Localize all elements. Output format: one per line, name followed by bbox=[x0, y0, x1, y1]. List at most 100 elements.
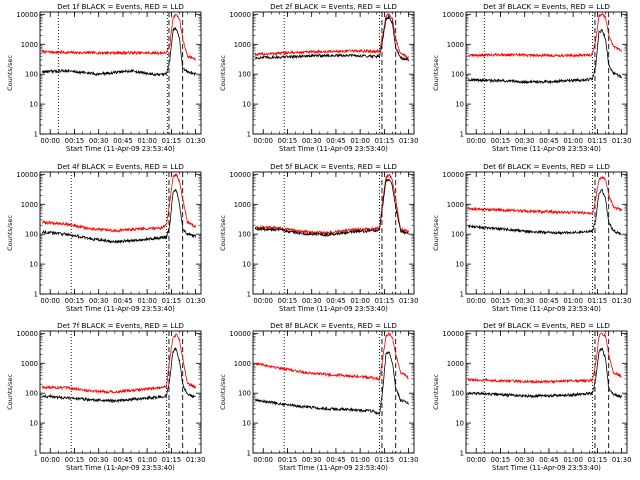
y-axis-label: Counts/sec bbox=[432, 215, 440, 251]
x-tick-label: 01:00 bbox=[563, 137, 583, 145]
y-tick-label: 10000 bbox=[442, 330, 464, 338]
x-tick-label: 00:00 bbox=[253, 297, 273, 305]
x-tick-label: 01:30 bbox=[612, 297, 632, 305]
events-series-line bbox=[467, 347, 622, 399]
y-tick-label: 1 bbox=[460, 291, 464, 299]
lld-series-line bbox=[42, 173, 196, 233]
y-tick-label: 10000 bbox=[16, 171, 38, 179]
y-tick-label: 1000 bbox=[234, 360, 251, 368]
y-axis-label: Counts/sec bbox=[6, 55, 14, 91]
plot-frame bbox=[465, 11, 628, 135]
events-series-line bbox=[41, 26, 196, 77]
x-tick-label: 01:30 bbox=[186, 456, 206, 464]
x-axis-label: Start Time (11-Apr-09 23:53:40) bbox=[279, 145, 388, 153]
x-tick-label: 00:30 bbox=[89, 137, 109, 145]
y-tick-label: 10 bbox=[29, 101, 38, 109]
y-tick-label: 10 bbox=[455, 101, 464, 109]
events-series-line bbox=[254, 351, 409, 416]
y-tick-label: 100 bbox=[238, 390, 251, 398]
events-series-line bbox=[467, 188, 622, 236]
x-tick-label: 01:00 bbox=[563, 297, 583, 305]
x-tick-label: 00:30 bbox=[302, 297, 322, 305]
y-tick-label: 1000 bbox=[21, 41, 38, 49]
x-tick-label: 00:45 bbox=[539, 137, 559, 145]
y-tick-label: 100 bbox=[451, 390, 464, 398]
x-tick-label: 00:15 bbox=[278, 137, 298, 145]
x-tick-label: 00:00 bbox=[253, 137, 273, 145]
x-tick-label: 00:00 bbox=[466, 137, 486, 145]
x-tick-label: 00:45 bbox=[539, 297, 559, 305]
x-tick-label: 01:30 bbox=[399, 297, 419, 305]
y-tick-label: 100 bbox=[451, 231, 464, 239]
x-tick-label: 00:15 bbox=[65, 456, 85, 464]
events-series-line bbox=[41, 188, 196, 244]
x-tick-label: 00:00 bbox=[466, 456, 486, 464]
x-tick-label: 01:30 bbox=[612, 137, 632, 145]
y-tick-label: 1 bbox=[247, 291, 251, 299]
plot-frame bbox=[252, 171, 415, 295]
plot-frame bbox=[465, 330, 628, 454]
x-tick-label: 00:45 bbox=[326, 137, 346, 145]
y-tick-label: 10000 bbox=[229, 330, 251, 338]
y-tick-label: 100 bbox=[238, 231, 251, 239]
y-tick-label: 100 bbox=[25, 390, 38, 398]
events-series-line bbox=[42, 347, 196, 404]
chart-title: Det 4f BLACK = Events, RED = LLD bbox=[57, 162, 184, 171]
lld-series-line bbox=[41, 333, 196, 395]
plot-frame bbox=[252, 330, 415, 454]
chart-panel: Det 9f BLACK = Events, RED = LLD Counts/s… bbox=[432, 321, 631, 472]
x-tick-label: 01:00 bbox=[350, 456, 370, 464]
y-tick-label: 10 bbox=[455, 261, 464, 269]
y-tick-label: 10000 bbox=[229, 171, 251, 179]
x-tick-label: 00:00 bbox=[40, 297, 60, 305]
y-axis-label: Counts/sec bbox=[6, 374, 14, 410]
x-tick-label: 00:00 bbox=[466, 297, 486, 305]
lld-series-line bbox=[41, 13, 196, 62]
x-tick-label: 00:30 bbox=[515, 137, 535, 145]
plot-frame bbox=[39, 171, 202, 295]
plot-frame bbox=[39, 330, 202, 454]
y-tick-label: 10000 bbox=[442, 171, 464, 179]
y-tick-label: 100 bbox=[25, 231, 38, 239]
x-tick-label: 00:00 bbox=[40, 137, 60, 145]
x-tick-label: 01:15 bbox=[162, 297, 182, 305]
x-tick-label: 01:15 bbox=[375, 297, 395, 305]
lld-series-line bbox=[254, 12, 409, 60]
y-tick-label: 10 bbox=[242, 420, 251, 428]
x-tick-label: 00:30 bbox=[89, 297, 109, 305]
plot-frame bbox=[465, 171, 628, 295]
chart-panel: Det 4f BLACK = Events, RED = LLD Counts/s… bbox=[6, 162, 205, 313]
chart-panel: Det 5f BLACK = Events, RED = LLD Counts/s… bbox=[219, 162, 418, 313]
x-tick-label: 01:30 bbox=[612, 456, 632, 464]
y-tick-label: 10000 bbox=[16, 11, 38, 19]
chart-panel: Det 6f BLACK = Events, RED = LLD Counts/s… bbox=[432, 162, 631, 313]
y-tick-label: 1 bbox=[247, 131, 251, 139]
y-axis-label: Counts/sec bbox=[219, 374, 227, 410]
x-tick-label: 01:30 bbox=[399, 137, 419, 145]
x-tick-label: 01:30 bbox=[186, 137, 206, 145]
y-tick-label: 10 bbox=[29, 420, 38, 428]
x-axis-label: Start Time (11-Apr-09 23:53:40) bbox=[66, 145, 175, 153]
chart-panel: Det 8f BLACK = Events, RED = LLD Counts/s… bbox=[219, 321, 418, 472]
chart-title: Det 5f BLACK = Events, RED = LLD bbox=[270, 162, 397, 171]
y-tick-label: 10 bbox=[242, 101, 251, 109]
x-tick-label: 01:00 bbox=[350, 297, 370, 305]
events-series-line bbox=[468, 28, 622, 85]
y-tick-label: 10 bbox=[455, 420, 464, 428]
x-tick-label: 00:30 bbox=[302, 456, 322, 464]
x-tick-label: 00:15 bbox=[491, 137, 511, 145]
x-tick-label: 01:15 bbox=[162, 137, 182, 145]
x-tick-label: 01:15 bbox=[588, 297, 608, 305]
x-tick-label: 00:00 bbox=[253, 456, 273, 464]
x-tick-label: 01:00 bbox=[137, 297, 157, 305]
y-axis-label: Counts/sec bbox=[432, 55, 440, 91]
y-tick-label: 10 bbox=[29, 261, 38, 269]
y-tick-label: 100 bbox=[238, 71, 251, 79]
y-tick-label: 10000 bbox=[442, 11, 464, 19]
y-tick-label: 100 bbox=[451, 71, 464, 79]
lld-series-line bbox=[467, 176, 622, 216]
y-axis-label: Counts/sec bbox=[219, 215, 227, 251]
x-axis-label: Start Time (11-Apr-09 23:53:40) bbox=[492, 145, 601, 153]
y-axis-label: Counts/sec bbox=[6, 215, 14, 251]
